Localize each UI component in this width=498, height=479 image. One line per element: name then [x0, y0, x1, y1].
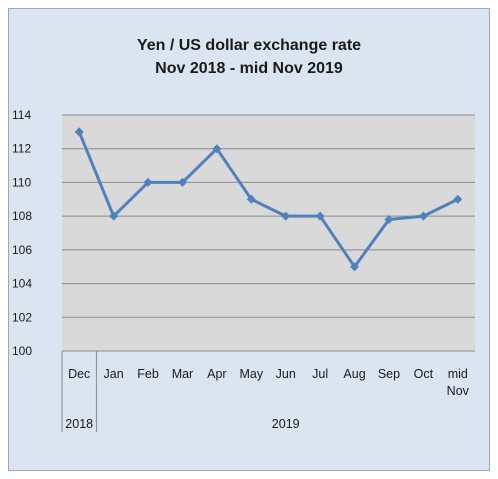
x-tick-label: Dec: [68, 367, 90, 381]
data-point: [143, 177, 153, 187]
data-point: [350, 262, 360, 272]
x-tick-label: Sep: [378, 367, 400, 381]
y-axis: 100 102 104 106 108 110 112 114: [12, 108, 32, 358]
series-line: [77, 131, 459, 269]
chart-title: Yen / US dollar exchange rate: [137, 37, 361, 54]
y-tick-label: 114: [12, 108, 31, 122]
y-tick-label: 100: [12, 344, 32, 358]
x-tick-label: Nov: [447, 384, 470, 398]
x-axis: 2018 2019 Dec Jan Feb Mar Apr May Jun Jul Aug Sep Oc…: [61, 350, 475, 432]
x-tick-label: Jan: [104, 367, 124, 381]
y-tick-label: 102: [12, 310, 32, 324]
x-tick-label: Mar: [172, 367, 194, 381]
x-tick-label: Oct: [414, 367, 434, 381]
data-point: [453, 194, 463, 204]
group-label: 2018: [65, 417, 93, 431]
series-layer: [74, 127, 463, 272]
y-tick-label: 110: [12, 175, 31, 189]
x-tick-label: May: [239, 367, 263, 381]
x-tick-label: Jun: [276, 367, 296, 381]
y-tick-label: 112: [12, 142, 31, 156]
data-point: [74, 127, 84, 137]
data-point: [177, 177, 187, 187]
data-point: [384, 215, 394, 225]
x-tick-label: Feb: [137, 367, 159, 381]
data-point: [109, 211, 119, 221]
plot-area: [62, 115, 475, 351]
data-point: [281, 211, 291, 221]
data-point: [418, 211, 428, 221]
x-tick-label: Aug: [343, 367, 365, 381]
y-tick-label: 106: [12, 243, 32, 257]
data-point: [315, 211, 325, 221]
group-label: 2019: [272, 417, 300, 431]
data-point: [246, 194, 256, 204]
x-tick-label: Apr: [207, 367, 226, 381]
data-point: [212, 144, 222, 154]
x-tick-label: mid: [448, 367, 468, 381]
chart-subtitle: Nov 2018 - mid Nov 2019: [155, 60, 343, 77]
y-tick-label: 108: [12, 209, 32, 223]
y-tick-label: 104: [12, 277, 32, 291]
x-tick-label: Jul: [312, 367, 328, 381]
